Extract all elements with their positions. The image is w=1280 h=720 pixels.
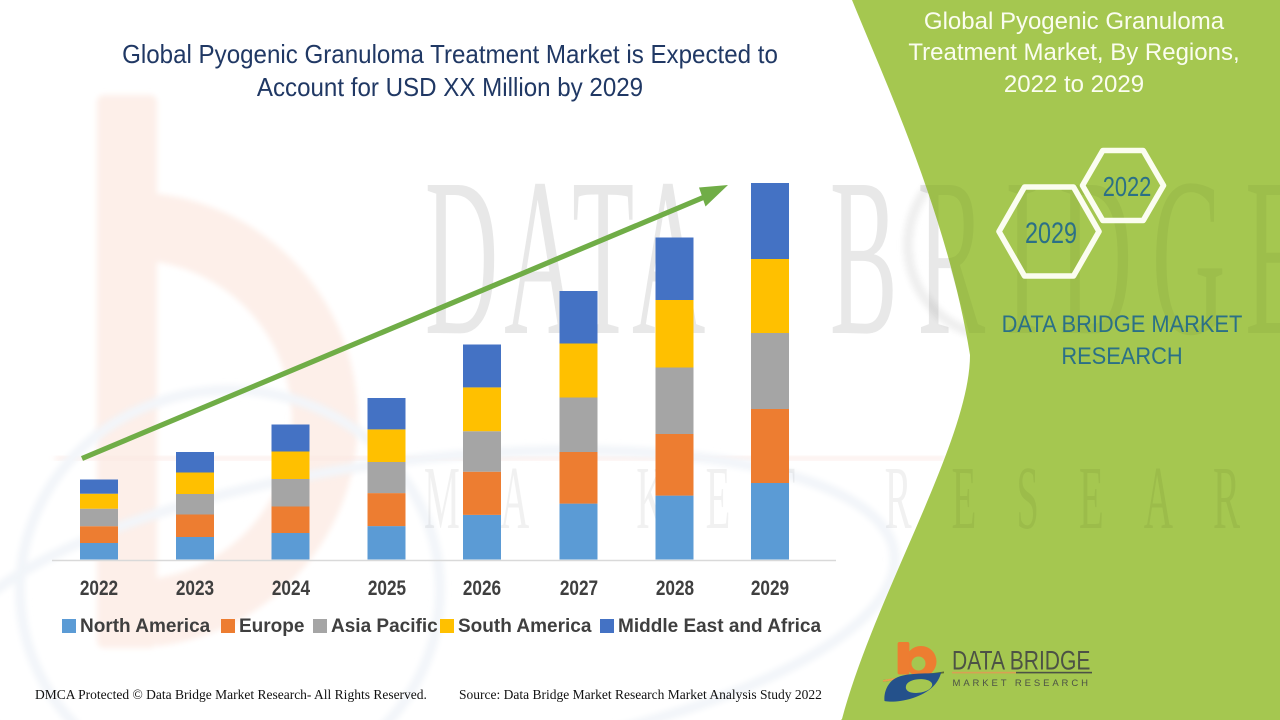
svg-text:MARKET RESEARCH: MARKET RESEARCH <box>953 678 1091 689</box>
svg-text:2022: 2022 <box>1103 171 1152 202</box>
svg-text:MARKET RESEARCH: MARKET RESEARCH <box>424 449 1280 548</box>
svg-text:DATA: DATA <box>425 132 711 382</box>
svg-text:DATA BRIDGE: DATA BRIDGE <box>952 646 1090 676</box>
svg-text:2029: 2029 <box>1025 216 1077 249</box>
